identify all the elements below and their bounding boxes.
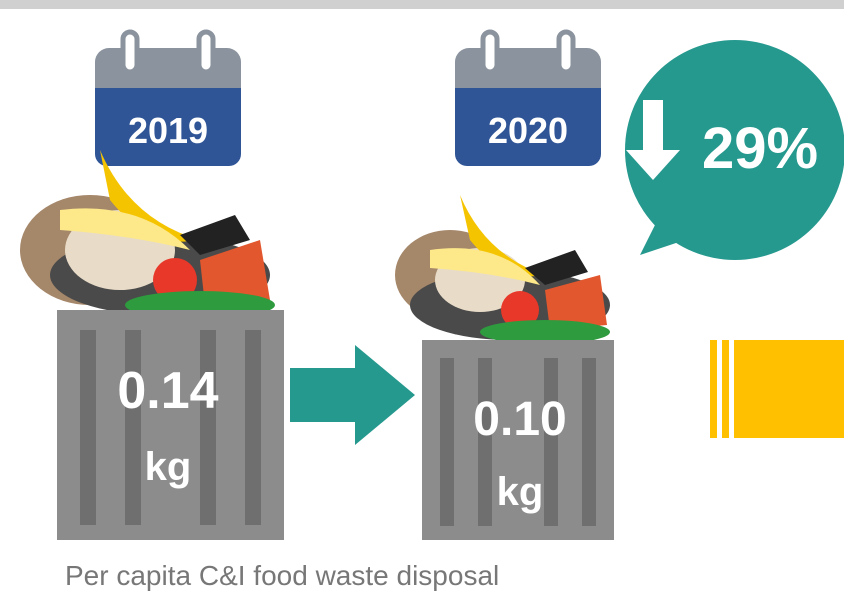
value-label: 0.14 — [117, 362, 218, 420]
arrow — [290, 345, 415, 445]
change-label: 29% — [702, 116, 818, 181]
unit-label: kg — [145, 445, 192, 489]
food-pile — [395, 195, 610, 344]
year-label: 2020 — [488, 110, 568, 151]
calendar-2019: 2019 — [95, 29, 241, 166]
value-label: 0.10 — [473, 393, 566, 446]
food-pile — [20, 150, 275, 319]
caption: Per capita C&I food waste disposal — [65, 560, 499, 591]
trash-can: 0.14 kg — [57, 310, 284, 540]
top-bar — [0, 0, 844, 9]
change-bubble: 29% — [625, 40, 844, 260]
year-label: 2019 — [128, 110, 208, 151]
unit-label: kg — [497, 470, 544, 514]
calendar-2020: 2020 — [455, 29, 601, 166]
decoration — [710, 340, 844, 438]
trash-can: 0.10 kg — [422, 340, 614, 540]
